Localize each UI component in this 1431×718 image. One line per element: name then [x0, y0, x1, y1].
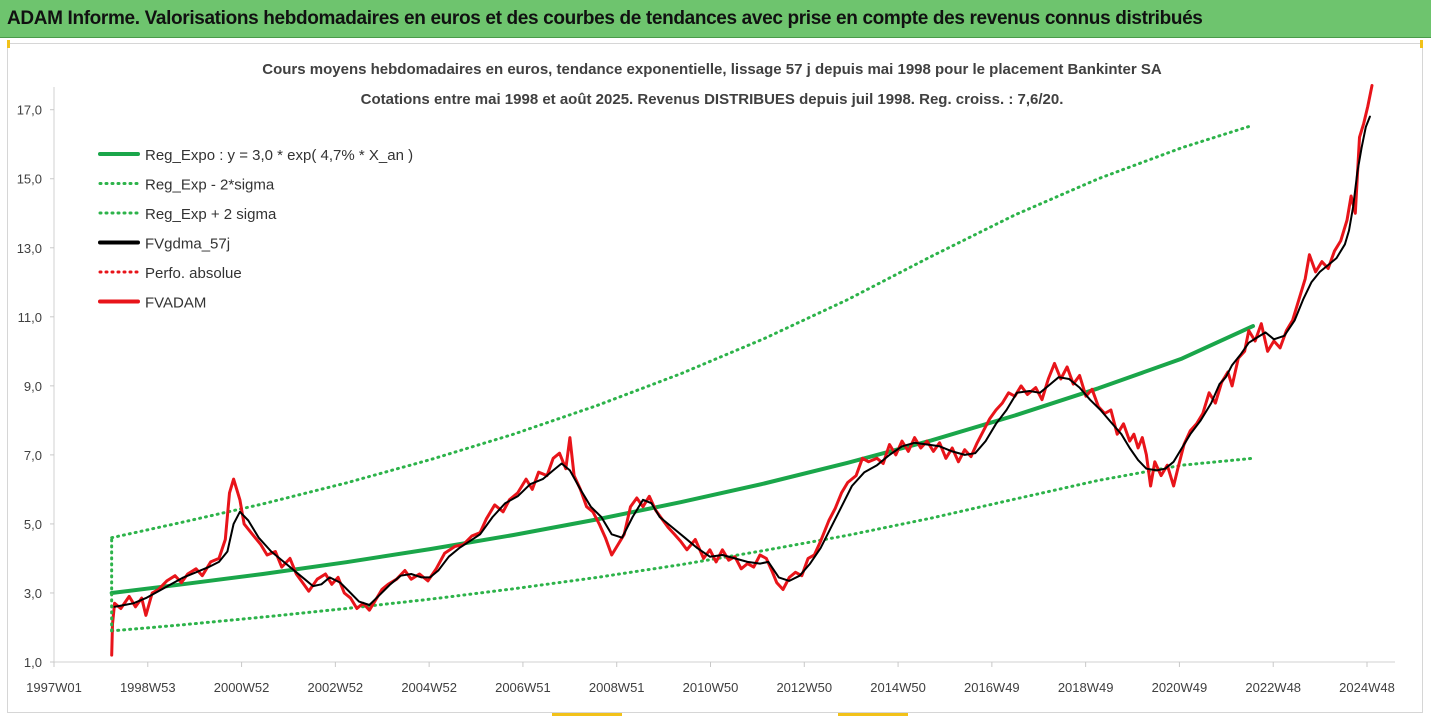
- corner-marker-top-right: [1420, 40, 1423, 48]
- series-line-3: [113, 115, 1371, 608]
- y-tick-label: 9,0: [24, 379, 42, 394]
- chart-frame: [7, 43, 1423, 713]
- y-tick-label: 1,0: [24, 655, 42, 670]
- y-tick-label: 7,0: [24, 448, 42, 463]
- series-line-5: [110, 84, 1374, 657]
- y-tick-label: 3,0: [24, 586, 42, 601]
- y-tick-label: 17,0: [17, 103, 42, 118]
- x-tick-label: 2010W50: [683, 680, 739, 695]
- x-tick-label: 2018W49: [1058, 680, 1114, 695]
- x-tick-label: 2006W51: [495, 680, 551, 695]
- chart-plot-area: [109, 84, 1374, 657]
- series-line-2: [110, 123, 1255, 540]
- legend-label: FVgdma_57j: [145, 236, 230, 253]
- corner-marker-bottom-mid: [552, 713, 622, 716]
- x-tick-label: 2016W49: [964, 680, 1020, 695]
- report-title: ADAM Informe. Valorisations hebdomadaire…: [7, 8, 1203, 29]
- chart-subtitle: Cotations entre mai 1998 et août 2025. R…: [361, 91, 1064, 108]
- corner-marker-bottom-right: [838, 713, 908, 716]
- y-tick-label: 11,0: [18, 310, 42, 325]
- chart-title: Cours moyens hebdomadaires en euros, ten…: [262, 61, 1162, 78]
- legend-label: FVADAM: [145, 295, 206, 312]
- y-tick-label: 13,0: [17, 241, 42, 256]
- legend-label: Perfo. absolue: [145, 265, 242, 282]
- x-tick-label: 2014W50: [870, 680, 926, 695]
- y-tick-label: 15,0: [17, 172, 42, 187]
- x-tick-label: 2024W48: [1339, 680, 1395, 695]
- y-tick-label: 5,0: [24, 517, 42, 532]
- x-tick-label: 2022W48: [1245, 680, 1301, 695]
- series-line-0: [109, 324, 1255, 595]
- x-tick-label: 2000W52: [214, 680, 270, 695]
- x-tick-label: 1998W53: [120, 680, 176, 695]
- chart-axes: 1,0 3,0 5,0 7,0 9,0 11,0 13,0 15,0 17,0 1997W01 19…: [17, 87, 1395, 695]
- legend-label: Reg_Expo : y = 3,0 * exp( 4,7% * X_an ): [145, 147, 413, 164]
- corner-marker-top-left: [7, 40, 10, 48]
- series-line-1: [110, 456, 1255, 633]
- x-tick-label: 2020W49: [1152, 680, 1208, 695]
- legend-label: Reg_Exp - 2*sigma: [145, 177, 275, 194]
- x-tick-label: 2002W52: [308, 680, 364, 695]
- x-tick-label: 2008W51: [589, 680, 645, 695]
- x-tick-label: 2004W52: [401, 680, 457, 695]
- x-tick-label: 1997W01: [26, 680, 82, 695]
- report-header: ADAM Informe. Valorisations hebdomadaire…: [0, 0, 1431, 38]
- x-tick-label: 2012W50: [776, 680, 832, 695]
- chart-legend: Reg_Expo : y = 3,0 * exp( 4,7% * X_an ) R…: [98, 147, 413, 312]
- legend-label: Reg_Exp + 2 sigma: [145, 206, 277, 223]
